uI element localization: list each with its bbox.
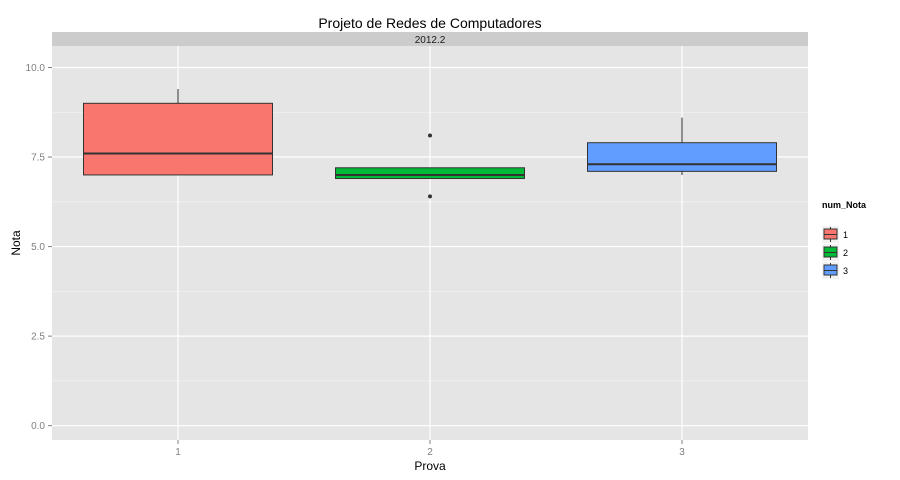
legend-key-3: [822, 262, 839, 279]
legend-title: num_Nota: [822, 200, 867, 210]
y-axis-ticks: 0.0 2.5 5.0 7.5 10.0: [26, 63, 52, 432]
box-1: [83, 88, 273, 176]
boxes: [83, 88, 777, 199]
legend-label: 1: [843, 230, 848, 240]
y-tick-label: 0.0: [31, 421, 45, 432]
legend-key-2: [822, 244, 839, 261]
chart-title: Projeto de Redes de Computadores: [318, 15, 541, 31]
y-tick-label: 7.5: [31, 153, 45, 164]
y-tick-label: 2.5: [31, 332, 45, 343]
y-tick-label: 5.0: [31, 242, 45, 253]
legend-label: 3: [843, 266, 848, 276]
box-iqr: [335, 167, 525, 180]
x-axis-ticks: 1 2 3: [175, 440, 685, 458]
x-tick-label: 2: [427, 447, 433, 458]
legend-label: 2: [843, 248, 848, 258]
legend: num_Nota 1 2 3: [822, 200, 867, 279]
x-axis-title: Prova: [414, 459, 446, 473]
outlier-point: [428, 194, 432, 199]
box-iqr: [83, 102, 273, 176]
x-tick-label: 1: [175, 447, 181, 458]
y-tick-label: 10.0: [26, 63, 46, 74]
y-axis-title: Nota: [9, 230, 23, 256]
x-tick-label: 3: [679, 447, 685, 458]
facet-label: 2012.2: [415, 35, 446, 46]
box-2: [335, 133, 525, 199]
outlier-point: [428, 133, 432, 138]
box-3: [587, 117, 777, 175]
facet-strip: [52, 32, 808, 46]
box-iqr: [587, 142, 777, 172]
legend-key-1: [822, 226, 839, 243]
